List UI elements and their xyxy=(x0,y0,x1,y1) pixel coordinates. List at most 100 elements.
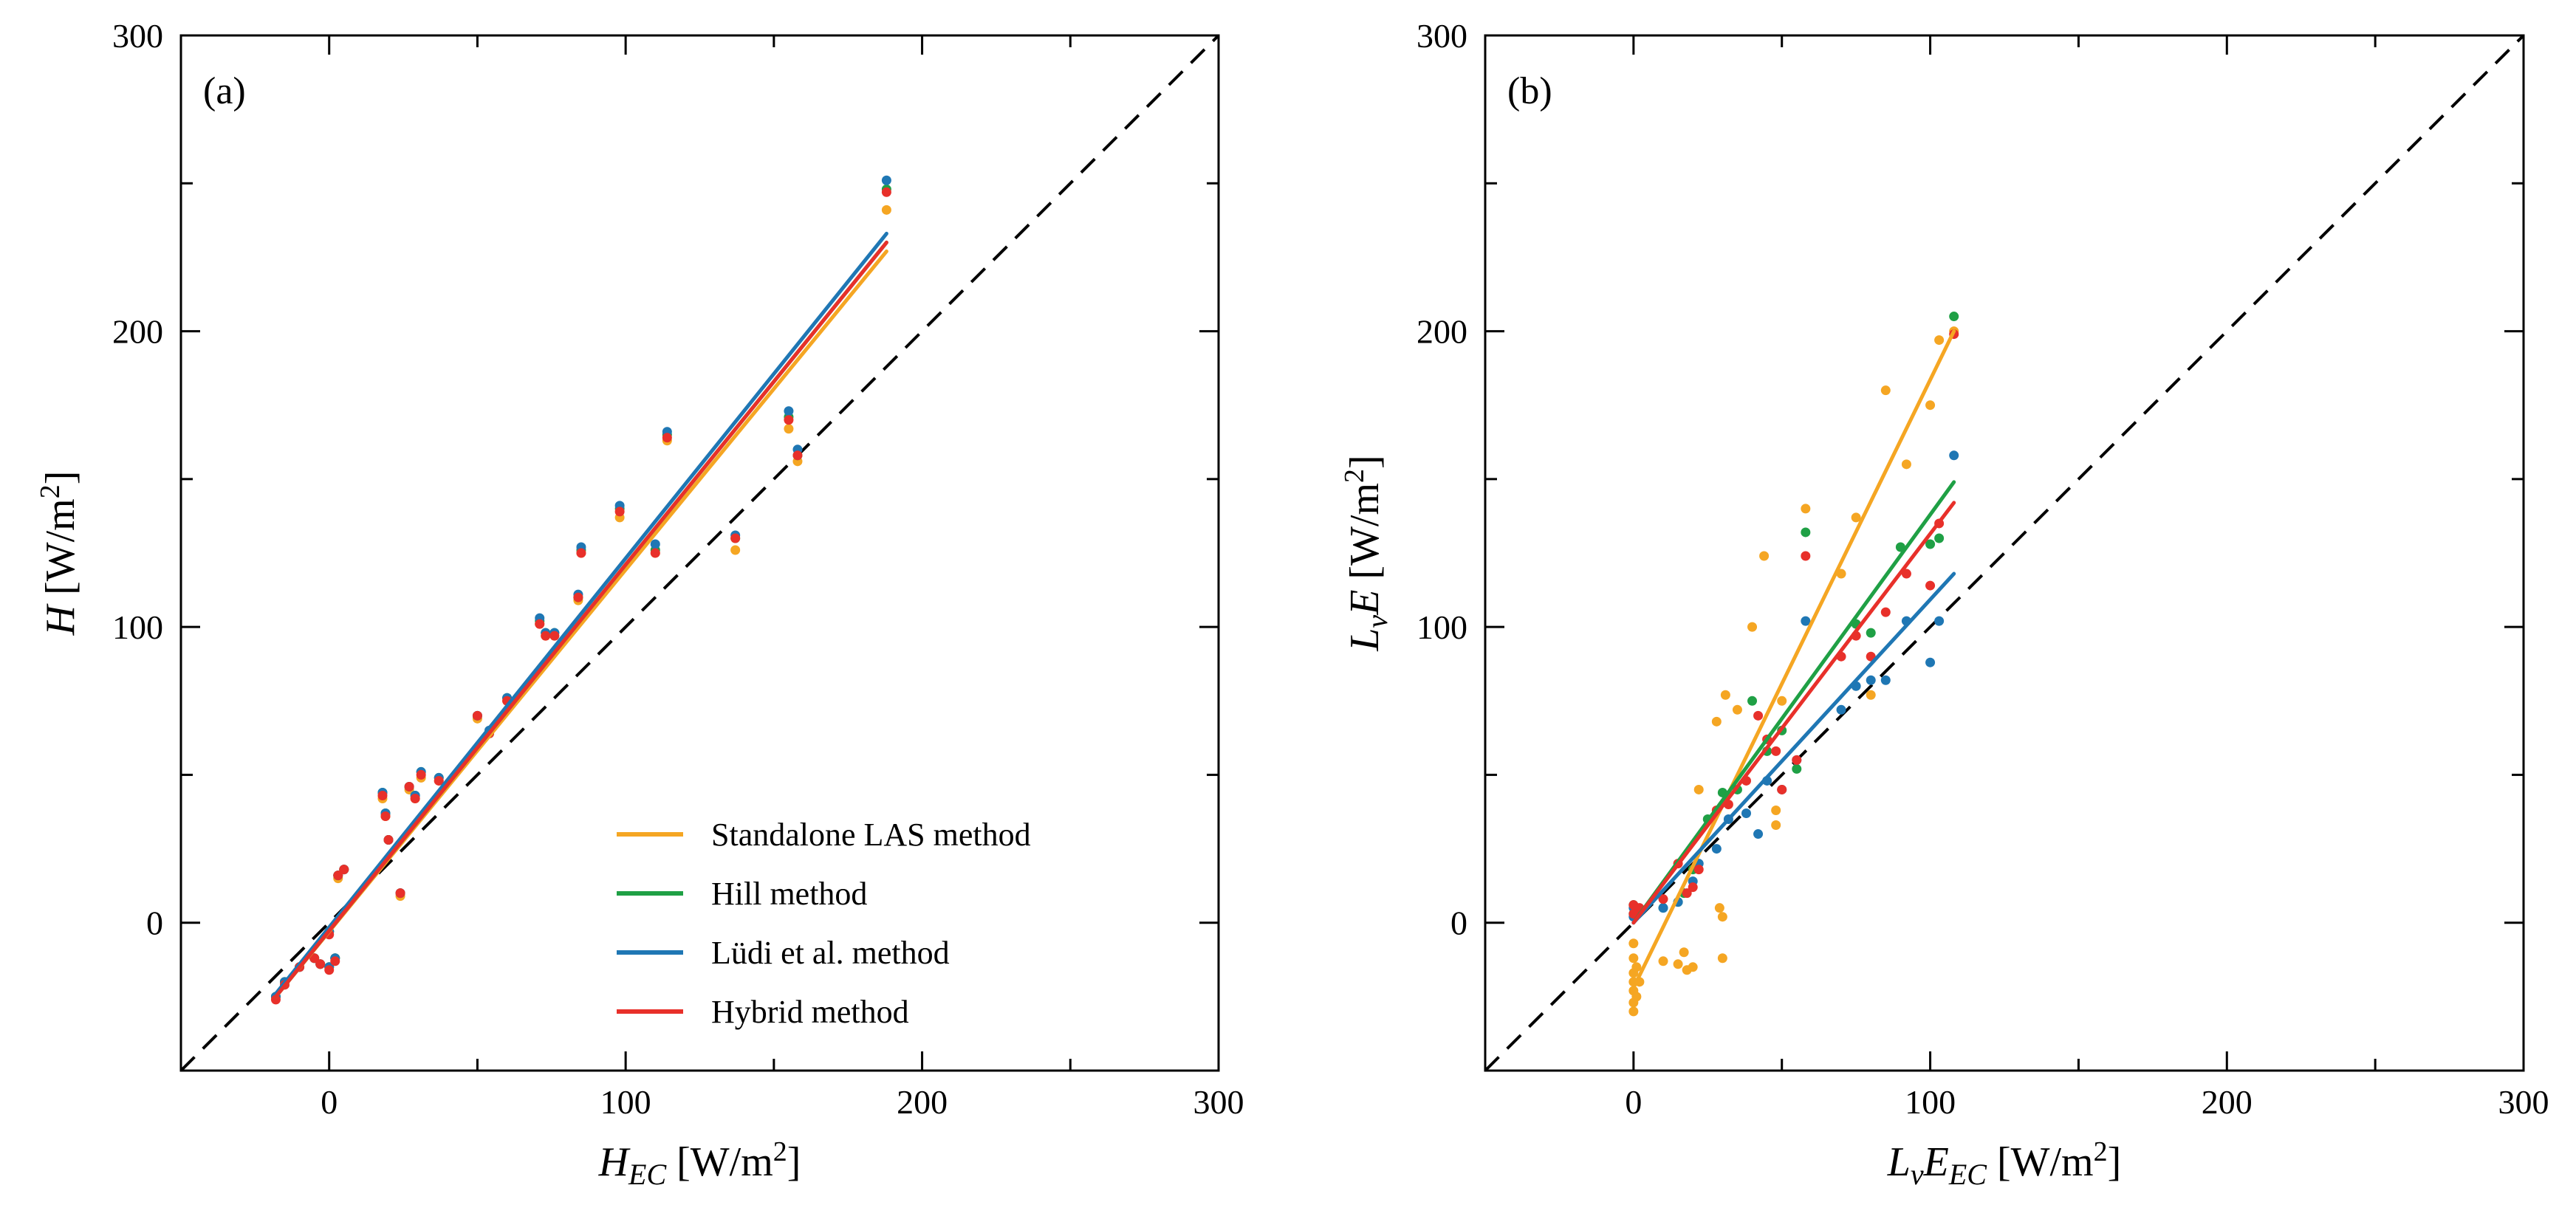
data-point xyxy=(1732,704,1742,715)
data-point xyxy=(410,793,420,803)
data-point xyxy=(1711,716,1722,727)
data-point xyxy=(1866,675,1876,685)
data-point xyxy=(1658,894,1668,904)
one-to-one-line xyxy=(179,34,1220,1072)
data-point xyxy=(1771,746,1781,756)
series-standalone-las-method xyxy=(1628,326,1959,1017)
data-point xyxy=(1801,504,1811,514)
data-point xyxy=(1801,527,1811,538)
x-tick-label: 100 xyxy=(600,1083,651,1121)
data-point xyxy=(1673,959,1683,969)
x-axis-label: LvEEC [W/m2] xyxy=(1887,1136,2122,1191)
data-point xyxy=(1741,808,1752,819)
data-point xyxy=(330,956,340,966)
data-point xyxy=(1836,704,1846,715)
legend-label: Lüdi et al. method xyxy=(711,935,950,971)
fit-line xyxy=(1631,501,1956,925)
data-point xyxy=(662,433,672,443)
data-point xyxy=(576,548,586,558)
x-tick-label: 300 xyxy=(2498,1083,2549,1121)
data-point xyxy=(1688,882,1698,893)
data-point xyxy=(404,781,414,792)
data-point xyxy=(730,545,741,555)
panel-label: (a) xyxy=(203,70,246,112)
data-point xyxy=(1711,844,1722,854)
data-point xyxy=(324,965,335,975)
data-point xyxy=(1792,763,1802,774)
y-tick-label: 0 xyxy=(1450,904,1467,942)
data-point xyxy=(1901,569,1911,579)
x-tick-label: 200 xyxy=(2202,1083,2253,1121)
data-point xyxy=(792,450,803,461)
data-point xyxy=(881,187,891,197)
legend-label: Standalone LAS method xyxy=(711,817,1031,853)
data-point xyxy=(535,619,545,629)
panel-label: (b) xyxy=(1507,70,1552,112)
plot-frame xyxy=(179,34,1220,1072)
data-point xyxy=(1880,385,1891,396)
data-point xyxy=(1682,888,1692,899)
data-point xyxy=(1901,459,1911,470)
data-point xyxy=(784,415,794,425)
one-to-one-line xyxy=(1484,34,2525,1072)
x-tick-label: 300 xyxy=(1193,1083,1244,1121)
data-point xyxy=(472,710,482,721)
data-point xyxy=(730,533,741,543)
series-l-di-et-al-method xyxy=(1628,450,1959,922)
data-point xyxy=(1658,903,1668,913)
data-point xyxy=(1693,865,1704,875)
data-point xyxy=(270,995,281,1005)
data-point xyxy=(1866,628,1876,638)
data-point xyxy=(315,959,326,969)
data-point xyxy=(383,835,394,845)
data-point xyxy=(1771,820,1781,831)
data-point xyxy=(1717,912,1727,922)
data-point xyxy=(1747,696,1758,706)
data-point xyxy=(309,953,320,964)
data-point xyxy=(1759,551,1770,561)
data-point xyxy=(339,865,349,875)
data-point xyxy=(1925,580,1936,591)
panel-a: 0 100 200 300 0 100 200 300 (a) HEC [W/m2] H [W/m2… xyxy=(35,17,1244,1191)
data-point xyxy=(1792,755,1802,765)
data-point xyxy=(1801,616,1811,626)
data-point xyxy=(416,769,426,780)
data-point xyxy=(881,205,891,215)
data-point xyxy=(1777,696,1787,706)
legend: Standalone LAS method Hill method Lüdi et … xyxy=(617,817,1031,1030)
data-point xyxy=(1934,616,1945,626)
y-tick-label: 300 xyxy=(1417,17,1467,55)
fit-line xyxy=(273,240,888,999)
data-point xyxy=(1753,710,1764,721)
x-tick-label: 200 xyxy=(897,1083,948,1121)
data-point xyxy=(1925,539,1936,549)
data-point xyxy=(1720,690,1730,700)
data-point xyxy=(1949,312,1959,322)
data-point xyxy=(1714,903,1724,913)
data-point xyxy=(1949,450,1959,461)
legend-label: Hill method xyxy=(711,876,867,912)
data-point xyxy=(1631,962,1642,972)
data-point xyxy=(1771,805,1781,815)
data-point xyxy=(1631,992,1642,1002)
data-point xyxy=(784,406,794,416)
plot-frame xyxy=(1484,34,2525,1072)
y-tick-label: 100 xyxy=(112,608,163,646)
fit-line xyxy=(1631,480,1956,925)
data-point xyxy=(541,631,551,641)
data-point xyxy=(1628,938,1639,949)
data-point xyxy=(1934,335,1945,346)
data-point xyxy=(549,631,560,641)
data-point xyxy=(1866,690,1876,700)
data-point xyxy=(1880,607,1891,617)
data-point xyxy=(1628,953,1639,964)
data-point xyxy=(1934,533,1945,543)
series-hill-method xyxy=(1628,312,1959,919)
data-point xyxy=(1658,956,1668,966)
y-axis-label: H [W/m2] xyxy=(35,471,83,636)
data-point xyxy=(395,888,405,899)
data-point xyxy=(1693,784,1704,794)
panel-b: 0 100 200 300 0 100 200 300 (b) LvEEC [W/m2] LvE [… xyxy=(1339,17,2549,1191)
data-point xyxy=(1628,909,1639,919)
